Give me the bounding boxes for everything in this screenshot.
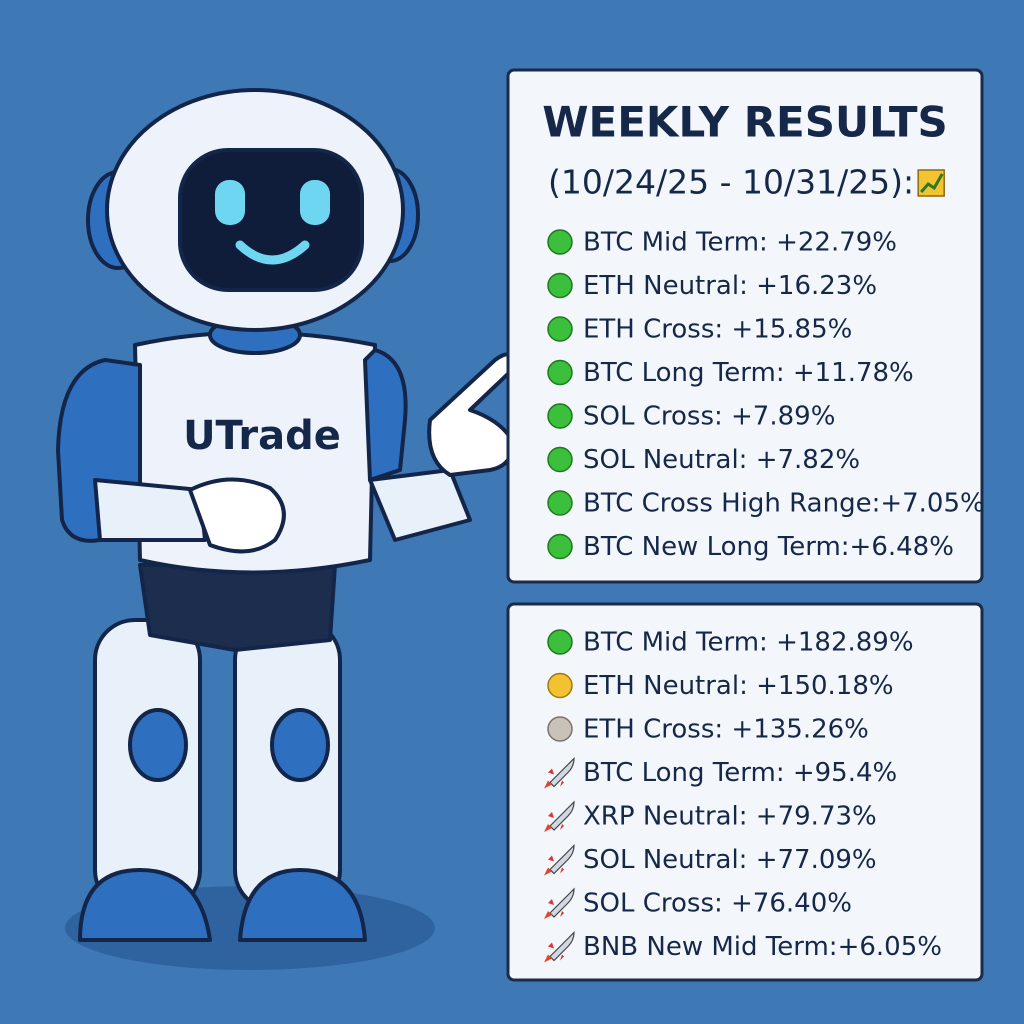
rocket-body [549, 844, 575, 875]
rocket-icon [544, 844, 575, 876]
green-icon [547, 316, 573, 342]
result-item: BTC Long Term: +95.4% [583, 758, 897, 788]
result-item: BTC New Long Term:+6.48% [583, 532, 954, 562]
dot [547, 629, 573, 655]
rocket-body [549, 800, 575, 831]
panel-subtitle: (10/24/25 - 10/31/25): [548, 163, 914, 202]
rocket-flame [544, 780, 552, 789]
rocket-flame [544, 911, 552, 919]
result-item: BTC Mid Term: +22.79% [583, 228, 897, 258]
dot [547, 446, 573, 473]
rocket-fin [548, 768, 564, 787]
panel-title: WEEKLY RESULTS [542, 98, 948, 147]
chart-icon [917, 169, 945, 197]
logo: UTrade [183, 413, 341, 459]
dot [547, 316, 573, 342]
result-item: ETH Neutral: +150.18% [583, 671, 894, 701]
green-icon [547, 272, 573, 299]
silver-icon [547, 716, 573, 742]
green-icon [547, 229, 573, 255]
rocket-flame [544, 867, 552, 876]
dot [547, 403, 573, 429]
result-item: BTC Mid Term: +182.89% [583, 628, 914, 658]
dot [547, 533, 573, 560]
result-item: ETH Cross: +15.85% [583, 315, 852, 345]
rocket-flame [544, 824, 552, 832]
result-item: BNB New Mid Term:+6.05% [583, 932, 942, 962]
rocket-icon [544, 800, 575, 832]
gold-icon [547, 672, 573, 699]
rocket-fin [548, 855, 564, 874]
result-item: SOL Neutral: +77.09% [583, 845, 877, 875]
dot [547, 490, 573, 516]
dot [547, 272, 573, 299]
dot [547, 359, 573, 386]
result-item: ETH Neutral: +16.23% [583, 271, 877, 301]
rocket-fin [548, 899, 564, 917]
green-icon [547, 629, 573, 655]
rocket-body [549, 757, 575, 788]
result-item: BTC Long Term: +11.78% [583, 358, 914, 388]
result-item: BTC Cross High Range:+7.05% [583, 489, 985, 519]
result-item: XRP Neutral: +79.73% [583, 802, 877, 832]
dot [547, 672, 573, 699]
rocket-body [549, 887, 575, 918]
rocket-icon [544, 757, 575, 789]
dot [547, 229, 573, 255]
result-item: SOL Cross: +7.89% [583, 402, 835, 432]
green-icon [547, 446, 573, 473]
dot [547, 716, 573, 742]
result-item: SOL Neutral: +7.82% [583, 445, 860, 475]
green-icon [547, 403, 573, 429]
robot [56, 88, 515, 970]
green-icon [547, 359, 573, 386]
overall-panel [506, 602, 984, 982]
rocket-icon [544, 931, 575, 963]
green-icon [547, 490, 573, 516]
rocket-fin [548, 942, 564, 961]
rocket-flame [544, 954, 552, 963]
result-item: ETH Cross: +135.26% [583, 715, 869, 745]
rocket-body [549, 931, 575, 962]
rocket-icon [544, 887, 575, 919]
result-item: SOL Cross: +76.40% [583, 889, 852, 919]
weekly-panel [506, 68, 984, 584]
green-icon [547, 533, 573, 560]
rocket-fin [548, 812, 564, 830]
